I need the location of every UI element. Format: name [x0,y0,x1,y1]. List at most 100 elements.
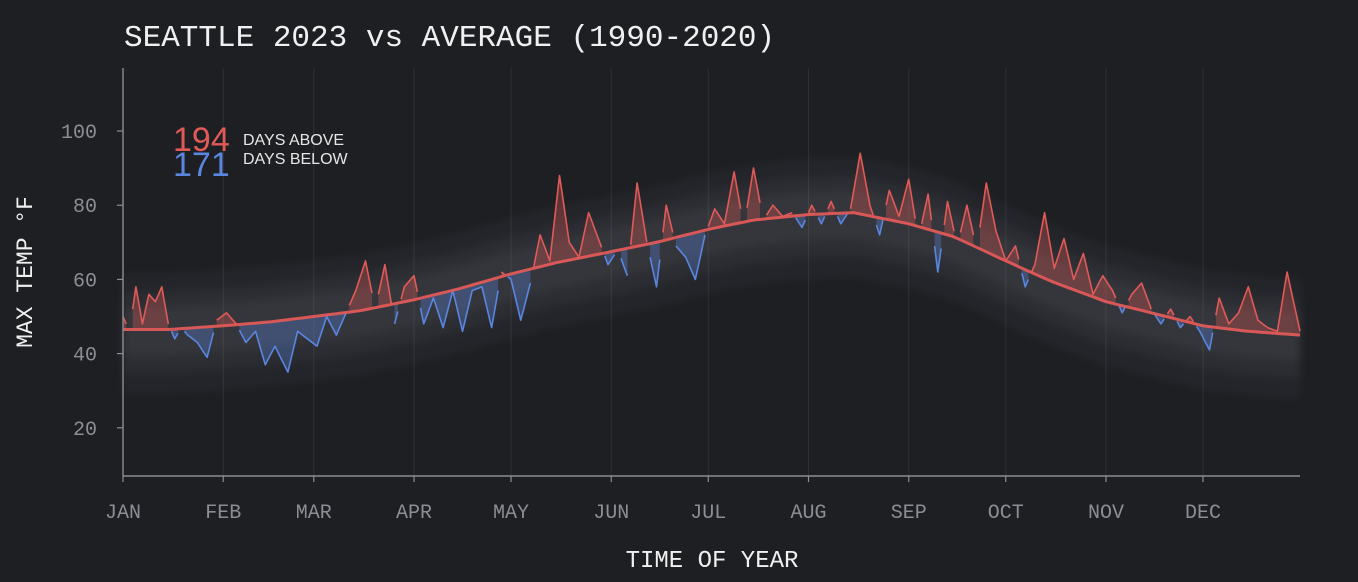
series-2023-below [183,330,215,359]
deviation-area-above [808,205,815,215]
series-2023-above [1186,315,1194,322]
y-axis-label: MAX TEMP °F [13,196,39,348]
deviation-area-above [349,260,372,313]
series-2023-above [707,171,742,227]
legend-above-count: 194 [173,121,230,159]
series-2023-below [649,257,661,288]
x-tick-label-aug: AUG [790,502,826,525]
x-axis-label: TIME OF YEAR [626,548,799,575]
deviation-area-above [960,205,974,246]
series-2023-above [1166,308,1175,316]
deviation-area-above [747,168,760,222]
deviation-area-above [216,312,237,327]
deviation-area-above [979,183,1019,267]
legend: 194 DAYS ABOVE 171 DAYS BELOW [173,121,349,184]
series-2023-below [875,219,884,236]
series-2023-below [794,217,807,229]
deviation-areas [123,153,1300,373]
series-2023-below [836,213,848,225]
series-2023-below [1195,325,1214,351]
series-2023-below [604,254,616,266]
series-2023-above [1030,211,1117,299]
series-2023-above [746,167,761,208]
deviation-area-above [1215,272,1300,336]
series-2023-above [131,285,170,325]
series-2023-below [393,311,399,325]
deviation-area-above [401,275,418,303]
deviation-area-above [132,286,169,330]
chart-title: SEATTLE 2023 vs AVERAGE (1990-2020) [124,21,775,56]
deviation-area-above [630,183,647,248]
series-2023-above [1127,282,1153,310]
deviation-area-below [239,312,347,373]
series-2023-above [377,263,393,305]
series-lines [122,152,1301,373]
deviation-area-above [533,175,602,269]
x-ticks: JAN FEB MAR APR MAY JUN JUL AUG SEP OCT NOV DEC [105,476,1221,525]
x-tick-label-sep: SEP [891,502,927,525]
series-2023-below [1021,273,1030,288]
series-2023-above [629,182,648,245]
series-2023-above [943,200,955,232]
series-2023-below [675,234,706,281]
series-2023-above [662,204,674,233]
x-tick-label-dec: DEC [1185,502,1221,525]
series-2023-above [532,174,603,268]
legend-below-count: 171 [173,146,230,184]
series-2023-below [170,330,179,340]
series-2023-above [849,152,874,216]
series-2023-below [1176,321,1185,329]
x-tick-label-feb: FEB [205,502,241,525]
series-2023-above [959,204,975,236]
deviation-area-above [886,179,916,226]
series-2023-above [807,204,816,214]
deviation-area-below [876,217,883,235]
x-tick-label-apr: APR [396,502,432,525]
series-2023-above [1215,271,1301,333]
deviation-area-below [1196,324,1213,350]
deviation-area-below [171,328,178,339]
historical-band [123,157,1300,399]
series-2023-above [765,204,793,218]
deviation-area-below [621,248,628,276]
series-2023-below [1118,305,1127,314]
y-tick-label-40: 40 [73,345,97,368]
y-tick-label-60: 60 [73,270,97,293]
deviation-area-below [184,326,214,358]
series-2023-below [933,245,942,273]
series-2023-above [216,311,237,325]
series-2023-above [827,200,836,210]
deviation-area-above [1128,283,1152,313]
series-average-line [123,211,1301,337]
x-tick-label-mar: MAR [296,502,332,525]
y-tick-label-100: 100 [61,122,97,145]
series-2023-above [979,182,1020,262]
series-2023-below [419,285,499,333]
deviation-area-above [378,264,392,307]
series-2023-below [620,258,629,276]
x-tick-label-nov: NOV [1088,502,1124,525]
x-tick-label-oct: OCT [988,502,1024,525]
x-tick-label-jul: JUL [690,502,726,525]
y-ticks: 20 40 60 80 100 [61,122,123,442]
deviation-area-below [818,213,825,224]
y-tick-label-20: 20 [73,419,97,442]
historical-band-layer-2 [123,175,1300,378]
series-2023-above [400,274,419,300]
historical-band-layer-3 [123,190,1300,361]
legend-above-label: DAYS ABOVE [243,132,344,149]
x-tick-label-may: MAY [493,502,529,525]
deviation-area-below [934,231,942,272]
x-tick-label-jan: JAN [105,502,141,525]
series-2023-above [920,193,933,224]
deviation-area-below [420,277,499,332]
deviation-area-above [708,171,741,230]
series-2023-above [500,271,506,276]
series-2023-above [348,260,373,306]
series-2023-below [507,276,532,322]
series-2023-below [817,216,826,225]
x-tick-label-jun: JUN [593,502,629,525]
series-2023-above [885,178,916,219]
